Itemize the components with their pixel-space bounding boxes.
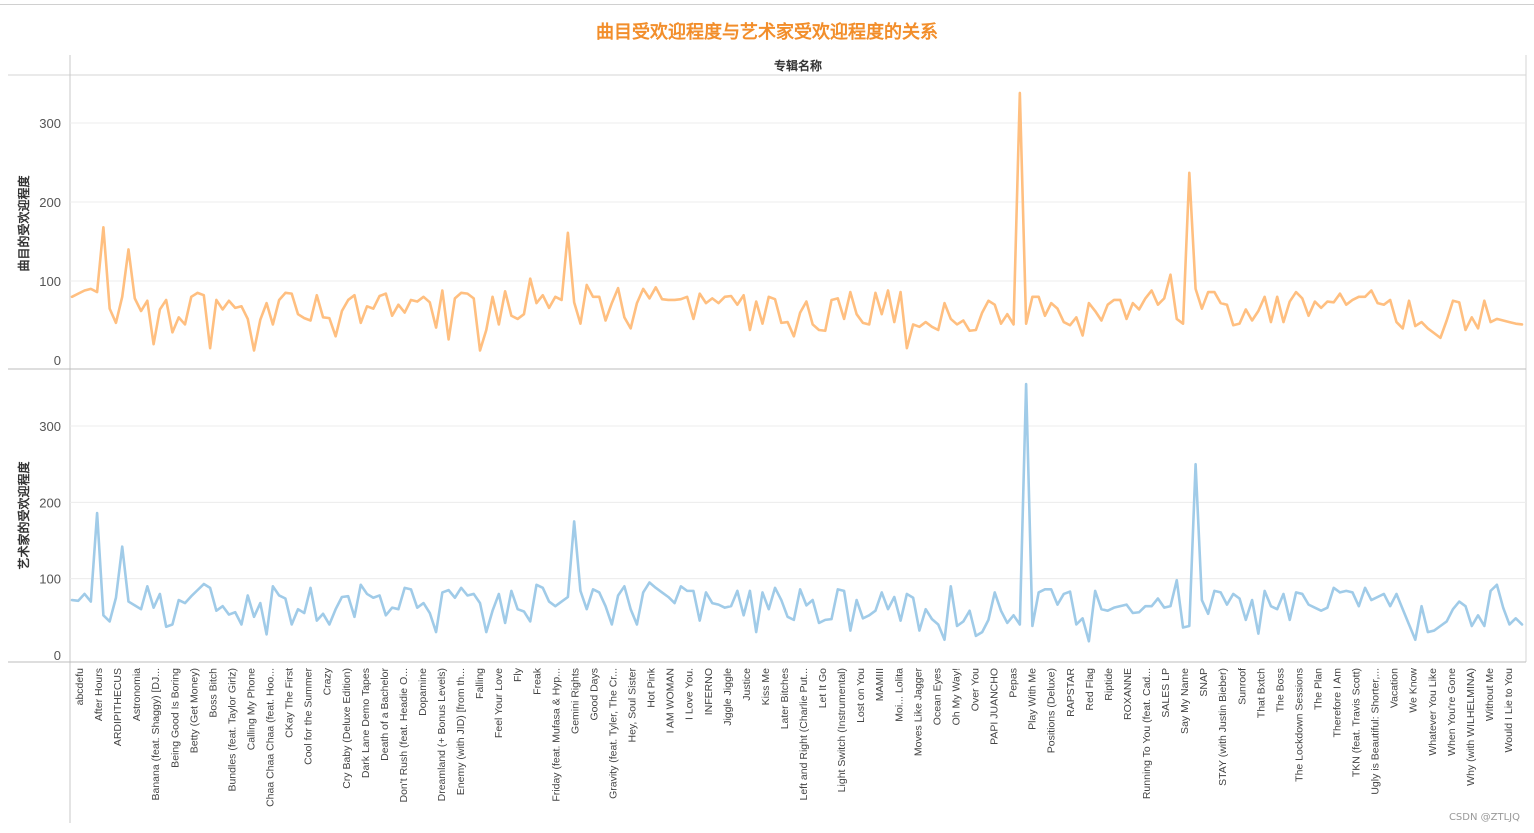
x-category-label: Chaa Chaa Chaa (feat. Hoo... xyxy=(265,668,277,807)
x-category-label: Pepas xyxy=(1008,668,1020,698)
x-category-label: Without Me xyxy=(1484,668,1496,721)
x-category-label: Dreamland (+ Bonus Levels) xyxy=(436,668,448,801)
x-category-label: Enemy (with JID) [from th... xyxy=(455,668,467,795)
y-tick-label: 300 xyxy=(39,116,61,131)
x-category-label: RAPSTAR xyxy=(1065,668,1077,717)
x-category-label: Riptide xyxy=(1103,668,1115,701)
x-category-label: Moves Like Jagger xyxy=(912,668,924,757)
x-category-label: SNAP xyxy=(1198,668,1210,697)
x-category-label: Over You xyxy=(970,668,982,711)
x-category-label: Positions (Deluxe) xyxy=(1046,668,1058,753)
x-category-label: Justice xyxy=(741,668,753,701)
x-category-label: Left and Right (Charlie Put... xyxy=(798,668,810,801)
x-category-label: Friday (feat. Mufasa & Hyp... xyxy=(550,668,562,802)
x-category-label: Astronomia xyxy=(131,668,143,721)
x-category-label: Light Switch (Instrumental) xyxy=(836,668,848,792)
x-category-label: Hot Pink xyxy=(646,667,658,707)
y-tick-label: 100 xyxy=(39,274,61,289)
x-category-label: Dark Lane Demo Tapes xyxy=(360,668,372,778)
x-category-label: Dopamine xyxy=(417,668,429,716)
x-category-label: That Bxtch xyxy=(1255,668,1267,718)
x-category-label: Falling xyxy=(474,668,486,699)
x-category-label: Crazy xyxy=(322,667,334,695)
y-tick-label: 300 xyxy=(39,419,61,434)
x-category-label: Feel Your Love xyxy=(493,668,505,738)
x-category-label: Betty (Get Money) xyxy=(188,668,200,753)
x-category-label: Cool for the Summer xyxy=(303,668,315,765)
x-category-label: Boss Bitch xyxy=(207,668,219,718)
x-category-label: The Plan xyxy=(1312,668,1324,710)
x-category-label: The Boss xyxy=(1274,668,1286,712)
x-category-label: STAY (with Justin Bieber) xyxy=(1217,668,1229,786)
x-category-label: Cry Baby (Deluxe Edition) xyxy=(341,668,353,789)
x-category-label: I AM WOMAN xyxy=(665,668,677,733)
x-category-label: Later Bitches xyxy=(779,668,791,729)
x-category-label: Banana (feat. Shaggy) [DJ... xyxy=(150,668,162,801)
x-category-label: Ugly is Beautiful: Shorter,... xyxy=(1370,668,1382,795)
x-category-label: Vacation xyxy=(1389,668,1401,708)
x-category-label: Jiggle Jiggle xyxy=(722,668,734,726)
x-category-label: Ocean Eyes xyxy=(931,668,943,725)
x-category-label: I Love You. xyxy=(684,668,696,720)
x-category-label: Gemini Rights xyxy=(569,668,581,734)
x-category-label: Good Days xyxy=(588,668,600,721)
x-category-label: When You're Gone xyxy=(1446,668,1458,756)
x-category-label: Kiss Me xyxy=(760,668,772,706)
chart-title: 曲目受欢迎程度与艺术家受欢迎程度的关系 xyxy=(596,22,938,43)
x-category-label: Moi... Lolita xyxy=(893,668,905,722)
x-category-label: Therefore I Am xyxy=(1332,668,1344,738)
x-category-label: TKN (feat. Travis Scott) xyxy=(1351,668,1363,777)
top-divider xyxy=(0,4,1534,5)
y-tick-label: 0 xyxy=(54,353,61,368)
x-category-label: Whatever You Like xyxy=(1427,668,1439,756)
x-category-label: Gravity (feat. Tyler, The Cr... xyxy=(607,668,619,799)
x-category-label: Calling My Phone xyxy=(245,668,257,750)
x-category-label: SALES LP xyxy=(1160,668,1172,718)
x-category-label: Sunroof xyxy=(1236,668,1248,705)
x-category-label: Why (with WILHELMINA) xyxy=(1465,668,1477,786)
watermark: CSDN @ZTLJQ xyxy=(1448,812,1520,823)
x-category-label: ROXANNE xyxy=(1122,668,1134,720)
artist-popularity-line xyxy=(70,382,1524,643)
track-popularity-line xyxy=(70,91,1524,352)
x-category-label: Don't Rush (feat. Headie O... xyxy=(398,668,410,803)
x-category-label: INFERNO xyxy=(703,668,715,715)
x-category-label: Bundles (feat. Taylor Girlz) xyxy=(226,668,238,792)
y-tick-label: 100 xyxy=(39,572,61,587)
column-header: 专辑名称 xyxy=(774,58,822,73)
x-category-label: CKay The First xyxy=(284,668,296,738)
x-category-label: Hey, Soul Sister xyxy=(627,667,639,742)
y-tick-label: 0 xyxy=(54,648,61,663)
x-category-label: Oh My Way! xyxy=(950,668,962,725)
x-category-label: After Hours xyxy=(93,668,105,721)
x-category-label: Fly xyxy=(512,667,524,682)
x-category-label: MAMIII xyxy=(874,668,886,701)
x-category-label: Red Flag xyxy=(1084,668,1096,711)
x-category-label: Death of a Bachelor xyxy=(379,668,391,761)
x-category-label: ARDIPITHECUS xyxy=(112,668,124,746)
x-category-label: Being Good Is Boring xyxy=(169,668,181,768)
x-category-label: Lost on You xyxy=(855,668,867,723)
x-category-label: Freak xyxy=(531,667,543,695)
x-category-label: Play With Me xyxy=(1027,668,1039,730)
x-category-label: abcdefu xyxy=(74,668,86,706)
x-category-label: Running To You (feat. Cad... xyxy=(1141,668,1153,799)
x-category-label: The Lockdown Sessions xyxy=(1293,668,1305,782)
y-axis-title: 艺术家的受欢迎程度 xyxy=(16,461,31,570)
y-tick-label: 200 xyxy=(39,195,61,210)
x-category-label: PAPI JUANCHO xyxy=(989,668,1001,745)
x-category-label: Say My Name xyxy=(1179,668,1191,734)
y-tick-label: 200 xyxy=(39,495,61,510)
x-category-label: Let It Go xyxy=(817,668,829,708)
x-category-label: Would I Lie to You xyxy=(1503,668,1515,753)
x-category-label: We Know xyxy=(1408,668,1420,713)
y-axis-title: 曲目的受欢迎程度 xyxy=(16,175,31,272)
